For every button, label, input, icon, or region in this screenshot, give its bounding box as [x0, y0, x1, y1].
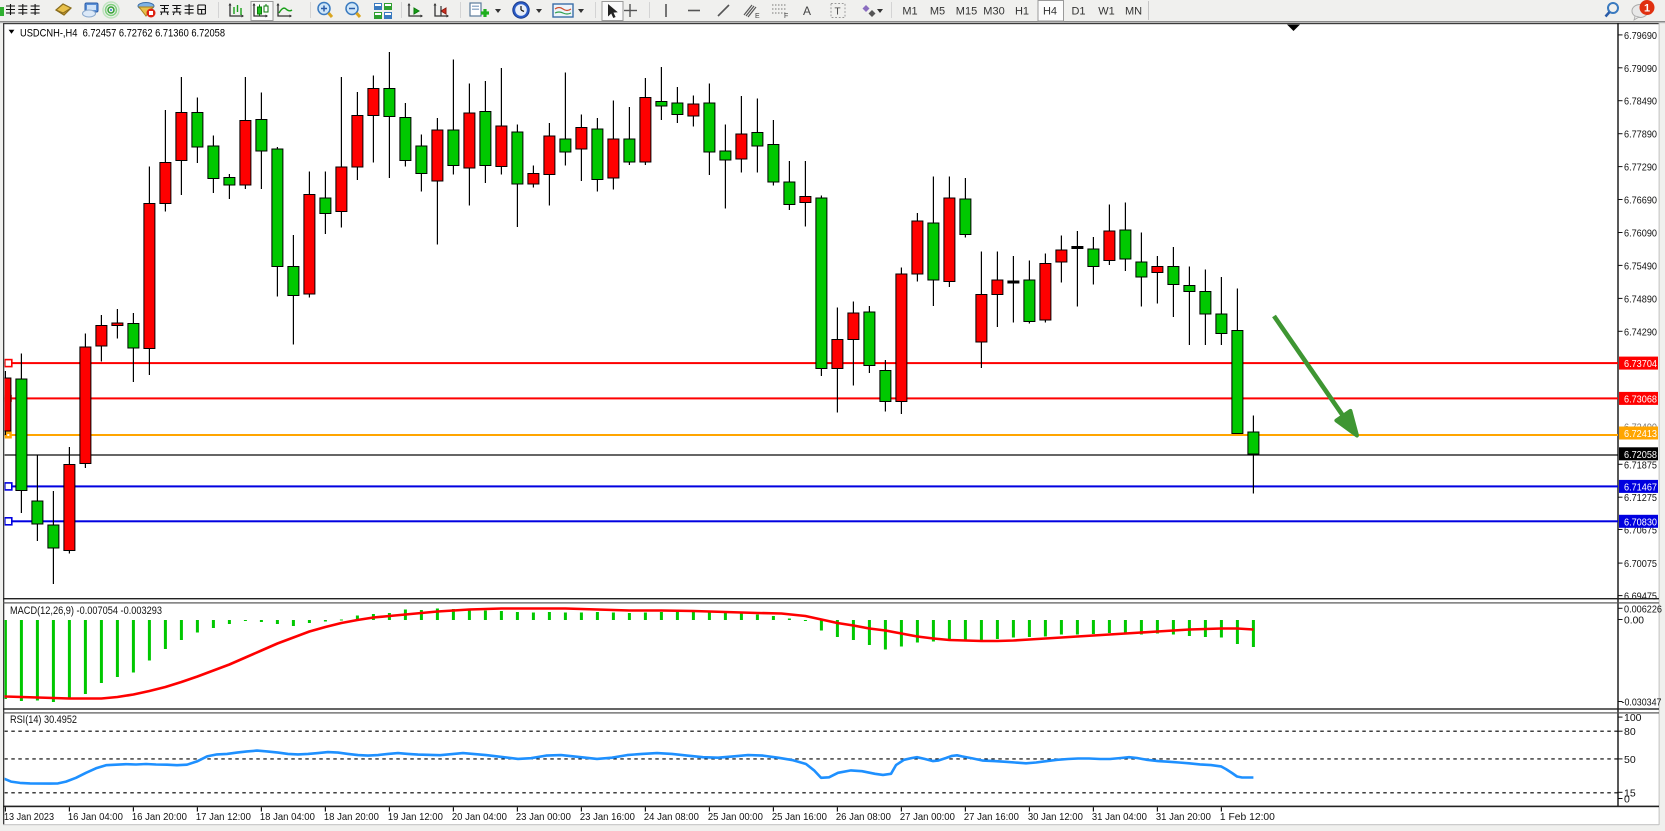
svg-text:6.73068: 6.73068	[1624, 393, 1657, 405]
svg-text:E: E	[755, 13, 760, 20]
svg-text:M15: M15	[956, 6, 977, 18]
svg-text:6.74290: 6.74290	[1624, 326, 1657, 338]
svg-text:6.71875: 6.71875	[1624, 459, 1657, 471]
svg-text:6.77890: 6.77890	[1624, 129, 1657, 141]
svg-text:16 Jan 04:00: 16 Jan 04:00	[68, 811, 123, 823]
svg-text:MACD(12,26,9) -0.007054 -0.003: MACD(12,26,9) -0.007054 -0.003293	[10, 605, 162, 617]
svg-text:6.73704: 6.73704	[1624, 358, 1657, 370]
svg-text:D1: D1	[1071, 6, 1085, 18]
svg-text:A: A	[803, 4, 811, 18]
svg-text:16 Jan 20:00: 16 Jan 20:00	[132, 811, 187, 823]
svg-text:6.79690: 6.79690	[1624, 30, 1657, 42]
svg-text:T: T	[835, 7, 841, 18]
svg-text:6.76690: 6.76690	[1624, 195, 1657, 207]
svg-text:6.70075: 6.70075	[1624, 558, 1657, 570]
svg-text:19 Jan 12:00: 19 Jan 12:00	[388, 811, 443, 823]
svg-text:M1: M1	[902, 6, 917, 18]
svg-text:6.69475: 6.69475	[1624, 591, 1657, 603]
svg-text:M30: M30	[983, 6, 1004, 18]
svg-text:1: 1	[1644, 3, 1650, 15]
svg-text:26 Jan 08:00: 26 Jan 08:00	[836, 811, 891, 823]
svg-text:23 Jan 00:00: 23 Jan 00:00	[516, 811, 571, 823]
svg-text:MN: MN	[1125, 6, 1142, 18]
svg-text:6.75490: 6.75490	[1624, 260, 1657, 272]
svg-text:30 Jan 12:00: 30 Jan 12:00	[1028, 811, 1083, 823]
svg-text:6.71467: 6.71467	[1624, 481, 1657, 493]
svg-text:15: 15	[1624, 787, 1636, 799]
svg-text:6.78490: 6.78490	[1624, 96, 1657, 108]
svg-text:31 Jan 20:00: 31 Jan 20:00	[1156, 811, 1211, 823]
svg-text:18 Jan 20:00: 18 Jan 20:00	[324, 811, 379, 823]
svg-text:13 Jan 2023: 13 Jan 2023	[4, 811, 54, 823]
svg-text:6.77290: 6.77290	[1624, 162, 1657, 174]
svg-text:-0.030347: -0.030347	[1622, 697, 1662, 709]
svg-text:6.71275: 6.71275	[1624, 492, 1657, 504]
svg-text:25 Jan 00:00: 25 Jan 00:00	[708, 811, 763, 823]
svg-text:6.74890: 6.74890	[1624, 293, 1657, 305]
svg-text:W1: W1	[1098, 6, 1115, 18]
svg-text:20 Jan 04:00: 20 Jan 04:00	[452, 811, 507, 823]
svg-text:17 Jan 12:00: 17 Jan 12:00	[196, 811, 251, 823]
svg-text:0.006226: 0.006226	[1624, 603, 1662, 615]
svg-text:USDCNH-,H4 6.72457 6.72762 6.: USDCNH-,H4 6.72457 6.72762 6.71360 6.720…	[20, 28, 225, 40]
svg-text:RSI(14) 30.4952: RSI(14) 30.4952	[10, 714, 77, 726]
svg-text:18 Jan 04:00: 18 Jan 04:00	[260, 811, 315, 823]
svg-text:31 Jan 04:00: 31 Jan 04:00	[1092, 811, 1147, 823]
svg-text:F: F	[784, 13, 788, 20]
svg-text:100: 100	[1624, 712, 1642, 724]
svg-text:23 Jan 16:00: 23 Jan 16:00	[580, 811, 635, 823]
svg-text:50: 50	[1624, 754, 1636, 766]
svg-text:25 Jan 16:00: 25 Jan 16:00	[772, 811, 827, 823]
svg-text:24 Jan 08:00: 24 Jan 08:00	[644, 811, 699, 823]
svg-text:M5: M5	[930, 6, 945, 18]
svg-text:H1: H1	[1015, 6, 1029, 18]
svg-text:6.79090: 6.79090	[1624, 63, 1657, 75]
svg-text:H4: H4	[1043, 6, 1057, 18]
svg-text:6.72413: 6.72413	[1624, 428, 1657, 440]
svg-text:27 Jan 16:00: 27 Jan 16:00	[964, 811, 1019, 823]
svg-text:0.00: 0.00	[1624, 615, 1644, 627]
svg-text:6.76090: 6.76090	[1624, 228, 1657, 240]
svg-text:80: 80	[1624, 726, 1636, 738]
svg-text:27 Jan 00:00: 27 Jan 00:00	[900, 811, 955, 823]
svg-text:6.72058: 6.72058	[1624, 449, 1657, 461]
svg-text:6.70830: 6.70830	[1624, 516, 1657, 528]
svg-text:1 Feb 12:00: 1 Feb 12:00	[1220, 811, 1275, 823]
svg-text:0: 0	[1624, 794, 1630, 806]
